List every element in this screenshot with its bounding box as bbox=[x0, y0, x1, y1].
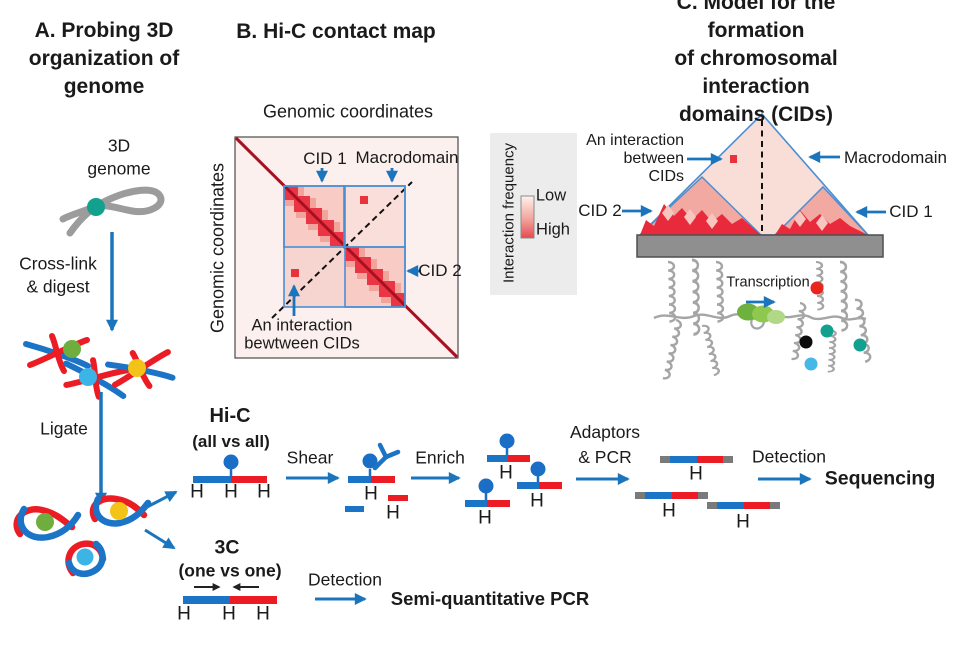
h-site-label: H bbox=[256, 603, 270, 625]
rna-polymerase bbox=[737, 303, 785, 324]
h-site-label: H bbox=[662, 500, 676, 522]
c3-subtitle: (one vs one) bbox=[178, 560, 282, 581]
branch-arrow-hic bbox=[146, 490, 178, 509]
h-site-label: H bbox=[689, 463, 703, 485]
transcription-label: Transcription bbox=[726, 274, 810, 291]
panel-c-title: C. Model for the formation of chromosoma… bbox=[674, 0, 838, 126]
hic-contact-map bbox=[234, 136, 459, 359]
h-site-label: H bbox=[190, 481, 204, 503]
h-site-label: H bbox=[257, 481, 271, 503]
crosslink-digest-label: Cross-link & digest bbox=[19, 253, 97, 296]
macrodomain-label-b: Macrodomain bbox=[355, 147, 459, 167]
ligated-products bbox=[13, 495, 152, 577]
hic-ligation-product bbox=[193, 454, 267, 483]
legend-low-label: Low bbox=[535, 186, 567, 205]
legend-high-label: High bbox=[536, 220, 570, 239]
interaction-label-b: An interaction bewtween CIDs bbox=[244, 316, 360, 353]
h-site-label: H bbox=[736, 511, 750, 533]
interaction-label-c: An interaction between CIDs bbox=[586, 132, 684, 185]
ligate-label: Ligate bbox=[40, 418, 88, 439]
legend-title: Interaction frequency bbox=[500, 142, 518, 284]
enrich-label: Enrich bbox=[415, 447, 465, 468]
nucleoid-bar bbox=[636, 234, 884, 258]
antibody-icon bbox=[372, 442, 401, 471]
teal-protein-dot bbox=[820, 324, 834, 338]
h-site-label: H bbox=[224, 481, 238, 503]
h-site-label: H bbox=[478, 507, 492, 529]
h-site-label: H bbox=[177, 603, 191, 625]
inter-cid-dot-lower bbox=[291, 269, 299, 277]
h-site-label: H bbox=[386, 502, 400, 524]
panel-b-title: B. Hi-C contact map bbox=[236, 20, 436, 44]
h-site-label: H bbox=[530, 490, 544, 512]
teal-protein-dot-2 bbox=[853, 338, 867, 352]
genome-3d-loop bbox=[59, 186, 165, 237]
map-x-axis-label: Genomic coordinates bbox=[262, 101, 434, 122]
hic-title: Hi-C bbox=[209, 405, 251, 427]
hic-subtitle: (all vs all) bbox=[192, 431, 270, 451]
enriched-fragments bbox=[465, 433, 562, 507]
c3-ligation-product bbox=[183, 583, 277, 604]
inter-cid-dot-upper bbox=[360, 196, 368, 204]
adaptors-pcr-label: Adaptors & PCR bbox=[569, 422, 641, 467]
cid2-triangle bbox=[638, 175, 763, 236]
red-protein-dot bbox=[810, 281, 824, 295]
cid1-label-c: CID 1 bbox=[889, 201, 933, 221]
cid1-triangle bbox=[773, 185, 870, 236]
interaction-frequency-legend bbox=[490, 133, 577, 295]
crosslinked-fragments bbox=[26, 336, 173, 401]
semiquant-pcr-label: Semi-quantitative PCR bbox=[390, 587, 590, 609]
detection-label-3c: Detection bbox=[308, 569, 382, 590]
c3-title: 3C bbox=[214, 536, 240, 559]
cyan-protein-dot bbox=[804, 357, 818, 371]
inter-cid-dot-model bbox=[730, 155, 737, 163]
h-site-label: H bbox=[222, 603, 236, 625]
map-y-axis-label: Genomic coordinates bbox=[207, 162, 228, 334]
macrodomain-triangle bbox=[638, 112, 870, 236]
cid1-label-b: CID 1 bbox=[303, 148, 347, 168]
macrodomain-label-c: Macrodomain bbox=[844, 147, 947, 167]
protein-dots bbox=[799, 281, 867, 371]
cid2-label-c: CID 2 bbox=[578, 200, 622, 220]
h-site-label: H bbox=[364, 483, 378, 505]
branch-arrow-3c bbox=[144, 528, 176, 550]
panel-a-title: A. Probing 3D organization of genome bbox=[28, 19, 180, 98]
heat-gradient-bar bbox=[520, 195, 535, 239]
sheared-fragments bbox=[345, 442, 408, 512]
sequencing-label: Sequencing bbox=[824, 467, 936, 490]
genome-3d-label: 3D genome bbox=[87, 135, 151, 178]
black-protein-dot bbox=[799, 335, 813, 349]
detection-label-hic: Detection bbox=[752, 446, 826, 467]
shear-label: Shear bbox=[286, 447, 334, 468]
adaptor-fragments bbox=[635, 456, 780, 509]
h-site-label: H bbox=[499, 462, 513, 484]
cid2-label-b: CID 2 bbox=[418, 260, 462, 280]
